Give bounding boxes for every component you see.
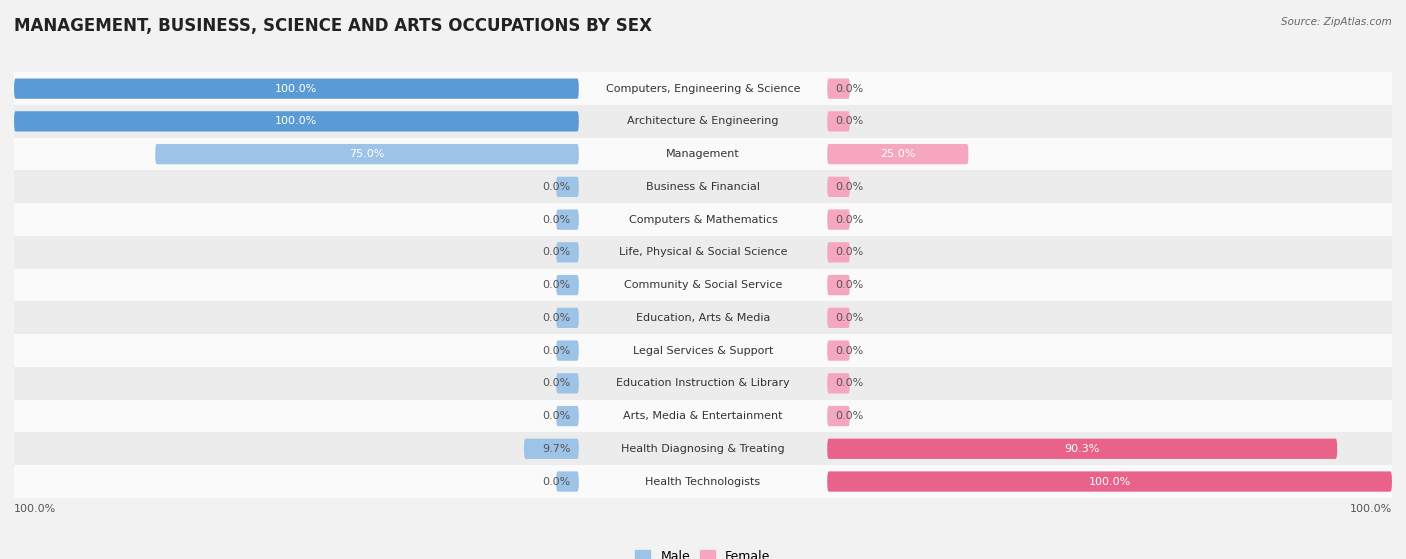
Text: 100.0%: 100.0% [1088, 476, 1130, 486]
FancyBboxPatch shape [557, 373, 579, 394]
FancyBboxPatch shape [827, 373, 849, 394]
FancyBboxPatch shape [827, 471, 1392, 492]
Bar [14, 170, 1392, 203]
FancyBboxPatch shape [827, 307, 849, 328]
Bar [14, 334, 1392, 367]
Text: Management: Management [666, 149, 740, 159]
Text: 100.0%: 100.0% [276, 116, 318, 126]
Text: Source: ZipAtlas.com: Source: ZipAtlas.com [1281, 17, 1392, 27]
Text: Health Technologists: Health Technologists [645, 476, 761, 486]
Bar [14, 236, 1392, 269]
Text: Computers, Engineering & Science: Computers, Engineering & Science [606, 84, 800, 94]
FancyBboxPatch shape [827, 242, 849, 263]
FancyBboxPatch shape [827, 78, 849, 99]
FancyBboxPatch shape [14, 78, 579, 99]
Text: 90.3%: 90.3% [1064, 444, 1099, 454]
FancyBboxPatch shape [827, 340, 849, 361]
FancyBboxPatch shape [14, 111, 579, 131]
Text: 0.0%: 0.0% [835, 182, 863, 192]
Text: 0.0%: 0.0% [543, 215, 571, 225]
Text: 100.0%: 100.0% [1350, 504, 1392, 514]
Text: Legal Services & Support: Legal Services & Support [633, 345, 773, 356]
Text: Arts, Media & Entertainment: Arts, Media & Entertainment [623, 411, 783, 421]
Text: 9.7%: 9.7% [541, 444, 571, 454]
Text: 75.0%: 75.0% [349, 149, 385, 159]
Text: Architecture & Engineering: Architecture & Engineering [627, 116, 779, 126]
Bar [14, 301, 1392, 334]
FancyBboxPatch shape [557, 307, 579, 328]
FancyBboxPatch shape [155, 144, 579, 164]
Text: 0.0%: 0.0% [835, 280, 863, 290]
Text: 25.0%: 25.0% [880, 149, 915, 159]
FancyBboxPatch shape [557, 210, 579, 230]
Text: 0.0%: 0.0% [835, 345, 863, 356]
Text: 0.0%: 0.0% [543, 313, 571, 323]
Text: 0.0%: 0.0% [543, 182, 571, 192]
Text: 0.0%: 0.0% [543, 345, 571, 356]
Text: 0.0%: 0.0% [835, 247, 863, 257]
Bar [14, 433, 1392, 465]
Text: 0.0%: 0.0% [543, 280, 571, 290]
Text: Health Diagnosing & Treating: Health Diagnosing & Treating [621, 444, 785, 454]
Text: 0.0%: 0.0% [835, 215, 863, 225]
Bar [14, 72, 1392, 105]
Legend: Male, Female: Male, Female [630, 544, 776, 559]
FancyBboxPatch shape [827, 111, 849, 131]
Bar [14, 105, 1392, 138]
Text: Education Instruction & Library: Education Instruction & Library [616, 378, 790, 389]
Text: 100.0%: 100.0% [276, 84, 318, 94]
Bar [14, 465, 1392, 498]
Bar [14, 269, 1392, 301]
Bar [14, 367, 1392, 400]
Text: Business & Financial: Business & Financial [645, 182, 761, 192]
FancyBboxPatch shape [827, 177, 849, 197]
FancyBboxPatch shape [524, 439, 579, 459]
Text: Life, Physical & Social Science: Life, Physical & Social Science [619, 247, 787, 257]
FancyBboxPatch shape [557, 340, 579, 361]
Bar [14, 400, 1392, 433]
Bar [14, 203, 1392, 236]
FancyBboxPatch shape [827, 144, 969, 164]
Bar [14, 138, 1392, 170]
FancyBboxPatch shape [827, 439, 1337, 459]
Text: Community & Social Service: Community & Social Service [624, 280, 782, 290]
Text: 0.0%: 0.0% [543, 378, 571, 389]
Text: Computers & Mathematics: Computers & Mathematics [628, 215, 778, 225]
Text: 100.0%: 100.0% [14, 504, 56, 514]
Text: 0.0%: 0.0% [835, 378, 863, 389]
Text: 0.0%: 0.0% [835, 84, 863, 94]
FancyBboxPatch shape [557, 177, 579, 197]
Text: 0.0%: 0.0% [543, 476, 571, 486]
Text: 0.0%: 0.0% [835, 313, 863, 323]
FancyBboxPatch shape [827, 275, 849, 295]
FancyBboxPatch shape [827, 406, 849, 426]
FancyBboxPatch shape [557, 406, 579, 426]
Text: 0.0%: 0.0% [543, 411, 571, 421]
FancyBboxPatch shape [827, 210, 849, 230]
Text: Education, Arts & Media: Education, Arts & Media [636, 313, 770, 323]
FancyBboxPatch shape [557, 242, 579, 263]
FancyBboxPatch shape [557, 275, 579, 295]
Text: MANAGEMENT, BUSINESS, SCIENCE AND ARTS OCCUPATIONS BY SEX: MANAGEMENT, BUSINESS, SCIENCE AND ARTS O… [14, 17, 652, 35]
Text: 0.0%: 0.0% [835, 411, 863, 421]
Text: 0.0%: 0.0% [835, 116, 863, 126]
FancyBboxPatch shape [557, 471, 579, 492]
Text: 0.0%: 0.0% [543, 247, 571, 257]
